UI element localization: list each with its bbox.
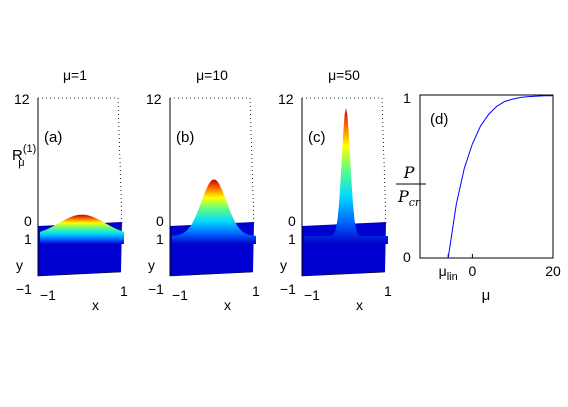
panel-c-floor — [302, 222, 386, 276]
panel-c-xtick-max: 1 — [384, 283, 392, 299]
panel-a-surface — [40, 214, 124, 244]
panel-b-title: μ=10 — [196, 67, 228, 83]
panel-a-zlabel: R(1) μ — [12, 143, 36, 169]
panel-a: μ=1 12 0 R(1) μ (a) 1 −1 y −1 1 x — [12, 67, 128, 313]
panel-b-back-edge — [249, 97, 255, 227]
panel-d-xtick-label: 0 — [468, 263, 476, 279]
panel-a-ztick-min: 0 — [24, 213, 32, 229]
panel-a-ztick-max: 12 — [14, 91, 30, 107]
panel-c: μ=50 12 0 (c) 1 −1 y −1 1 x — [278, 67, 392, 313]
panel-d-plot-area — [447, 95, 554, 259]
panel-b-ztick-min: 0 — [156, 213, 164, 229]
panel-a-ytick-max: 1 — [24, 231, 32, 247]
panel-c-ztick-min: 0 — [288, 213, 296, 229]
panel-b-ytick-min: −1 — [148, 281, 164, 297]
panel-a-back-edge — [117, 97, 123, 227]
panel-a-xtick-min: −1 — [40, 287, 56, 303]
panel-c-title: μ=50 — [328, 67, 360, 83]
panel-a-label: (a) — [44, 129, 62, 146]
panel-b-x-axis — [169, 271, 254, 277]
panel-d-ylabel-denominator: Pcr — [397, 187, 421, 209]
panel-c-back-edge — [381, 97, 387, 227]
panel-d-ytick-max: 1 — [403, 90, 411, 106]
panel-b: μ=10 12 0 (b) 1 −1 y −1 1 x — [146, 67, 260, 313]
panel-a-xtick-max: 1 — [120, 283, 128, 299]
panel-c-ylabel: y — [280, 257, 287, 273]
panel-b-xtick-min: −1 — [172, 287, 188, 303]
panel-a-ylabel: y — [16, 257, 23, 273]
panel-c-xlabel: x — [356, 297, 363, 313]
panel-b-ytick-max: 1 — [156, 231, 164, 247]
panel-c-ztick-max: 12 — [278, 91, 294, 107]
panel-d-xtick-label: μlin — [439, 263, 458, 283]
panel-d-ylabel-numerator: P — [403, 163, 415, 182]
panel-d-xlabel: μ — [482, 287, 491, 304]
panel-c-x-axis — [301, 271, 386, 277]
panel-b-ylabel: y — [148, 257, 155, 273]
panel-b-ztick-max: 12 — [146, 91, 162, 107]
panel-d-series-line-0 — [447, 95, 554, 259]
panel-a-x-axis — [37, 271, 122, 277]
panel-d-xtick-label: 20 — [545, 263, 561, 279]
panel-a-title: μ=1 — [63, 67, 87, 83]
panel-c-label: (c) — [308, 129, 326, 146]
panel-b-xlabel: x — [224, 297, 231, 313]
panel-a-xlabel: x — [92, 297, 99, 313]
panel-a-ytick-min: −1 — [16, 281, 32, 297]
panel-c-surface — [304, 108, 388, 244]
panel-b-surface — [172, 179, 256, 244]
panel-d-axes-box — [419, 94, 554, 259]
panel-b-label: (b) — [176, 129, 194, 146]
panel-c-ytick-min: −1 — [280, 281, 296, 297]
panel-c-ytick-max: 1 — [288, 231, 296, 247]
panel-d-ytick-min: 0 — [403, 249, 411, 265]
panel-c-xtick-min: −1 — [304, 287, 320, 303]
panel-d-label: (d) — [430, 111, 448, 128]
panel-d: (d) 1 0 P Pcr μlin 0 20 μ — [396, 90, 561, 304]
panel-b-xtick-max: 1 — [252, 283, 260, 299]
